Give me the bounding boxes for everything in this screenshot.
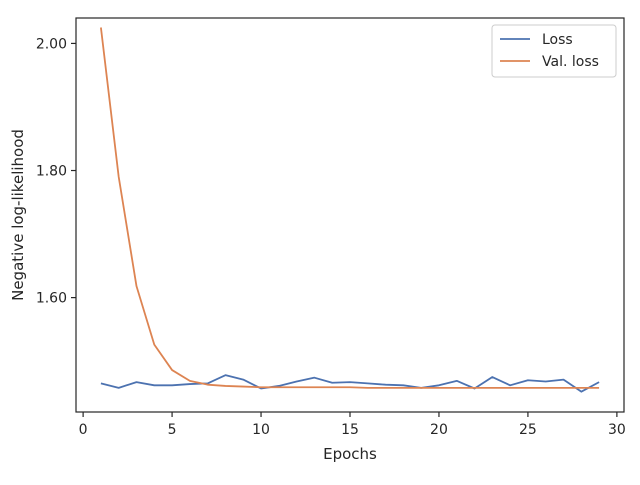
x-tick-label: 10 — [252, 422, 270, 438]
y-ticks: 1.60 1.80 2.00 — [36, 36, 76, 307]
x-tick-label: 25 — [519, 422, 537, 438]
x-tick-label: 0 — [79, 422, 88, 438]
series-line-val-loss — [100, 27, 600, 389]
y-tick-label: 1.60 — [36, 291, 67, 307]
legend-frame — [491, 24, 617, 78]
x-axis-label: Epochs — [323, 445, 377, 463]
legend-label-val-loss: Val. loss — [542, 54, 599, 70]
x-tick-label: 15 — [341, 422, 359, 438]
plot-background — [76, 18, 624, 412]
x-tick-label: 5 — [168, 422, 177, 438]
legend: Loss Val. loss — [491, 24, 617, 78]
series-layer — [100, 27, 600, 393]
y-tick-label: 1.80 — [36, 164, 67, 180]
x-tick-label: 30 — [608, 422, 626, 438]
series-line-loss — [100, 374, 600, 393]
x-tick-label: 20 — [430, 422, 448, 438]
y-tick-label: 2.00 — [36, 36, 67, 52]
y-axis-label: Negative log-likelihood — [9, 129, 27, 301]
x-ticks: 0 5 10 15 20 25 30 — [79, 412, 626, 438]
legend-label-loss: Loss — [542, 32, 573, 48]
